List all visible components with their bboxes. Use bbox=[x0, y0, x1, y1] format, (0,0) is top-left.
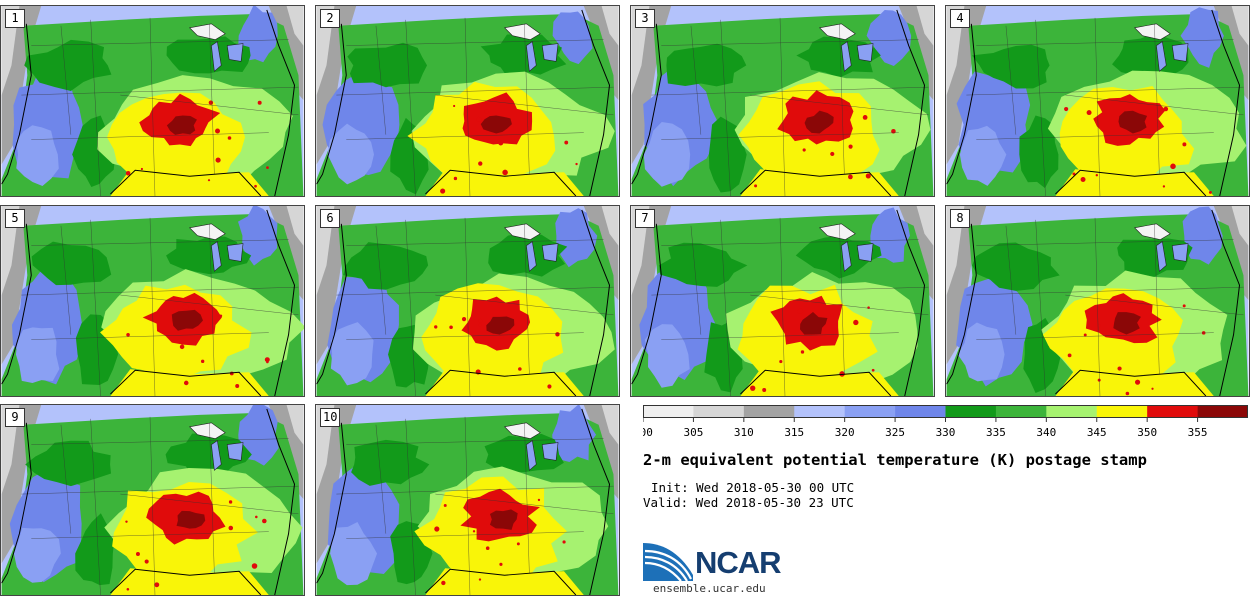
colorbar-swatch bbox=[1197, 405, 1248, 418]
member-number-label: 10 bbox=[320, 408, 341, 427]
colorbar-tick-label: 345 bbox=[1087, 426, 1107, 439]
ensemble-member-map[interactable]: 6 bbox=[315, 205, 620, 397]
ensemble-member-map[interactable]: 7 bbox=[630, 205, 935, 397]
map-graphic bbox=[631, 6, 934, 196]
colorbar-swatch bbox=[995, 405, 1047, 418]
map-graphic bbox=[316, 6, 619, 196]
member-number-label: 1 bbox=[5, 9, 25, 28]
colorbar-swatch bbox=[844, 405, 896, 418]
ensemble-member-map[interactable]: 1 bbox=[0, 5, 305, 197]
colorbar-tick-label: 300 bbox=[643, 426, 653, 439]
map-graphic bbox=[946, 6, 1249, 196]
colorbar-swatch bbox=[1096, 405, 1148, 418]
figure-title: 2-m equivalent potential temperature (K)… bbox=[643, 451, 1147, 469]
ensemble-member-map[interactable]: 5 bbox=[0, 205, 305, 397]
member-number-label: 3 bbox=[635, 9, 655, 28]
member-number-label: 7 bbox=[635, 209, 655, 228]
colorbar-tick-label: 330 bbox=[936, 426, 956, 439]
colorbar-swatch bbox=[693, 405, 745, 418]
ensemble-member-map[interactable]: 10 bbox=[315, 404, 620, 596]
ensemble-member-map[interactable]: 4 bbox=[945, 5, 1250, 197]
ensemble-member-map[interactable]: 2 bbox=[315, 5, 620, 197]
member-number-label: 5 bbox=[5, 209, 25, 228]
colorbar-tick-label: 325 bbox=[885, 426, 905, 439]
init-time: Init: Wed 2018-05-30 00 UTC bbox=[651, 480, 855, 495]
member-number-label: 9 bbox=[5, 408, 25, 427]
colorbar-tick-label: 315 bbox=[784, 426, 804, 439]
colorbar-swatch bbox=[643, 405, 694, 418]
colorbar-swatch bbox=[743, 405, 795, 418]
map-graphic bbox=[1, 6, 304, 196]
valid-time: Valid: Wed 2018-05-30 23 UTC bbox=[643, 495, 854, 510]
colorbar-tick-label: 355 bbox=[1188, 426, 1208, 439]
ensemble-member-map[interactable]: 8 bbox=[945, 205, 1250, 397]
colorbar-swatch bbox=[1147, 405, 1198, 418]
colorbar-swatch bbox=[1046, 405, 1098, 418]
map-graphic bbox=[316, 405, 619, 595]
member-number-label: 4 bbox=[950, 9, 970, 28]
map-graphic bbox=[631, 206, 934, 396]
map-graphic bbox=[1, 206, 304, 396]
colorbar-tick-label: 305 bbox=[683, 426, 703, 439]
map-graphic bbox=[1, 405, 304, 595]
member-number-label: 2 bbox=[320, 9, 340, 28]
colorbar-tick-label: 310 bbox=[734, 426, 754, 439]
logo-text: NCAR bbox=[695, 545, 782, 580]
colorbar-swatch bbox=[945, 405, 997, 418]
member-number-label: 6 bbox=[320, 209, 340, 228]
ensemble-member-map[interactable]: 3 bbox=[630, 5, 935, 197]
ncar-logo-icon bbox=[643, 543, 693, 582]
map-graphic bbox=[946, 206, 1249, 396]
colorbar-tick-label: 335 bbox=[986, 426, 1006, 439]
colorbar-swatch bbox=[794, 405, 845, 418]
colorbar-tick-label: 340 bbox=[1036, 426, 1056, 439]
colorbar-tick-label: 320 bbox=[835, 426, 855, 439]
member-number-label: 8 bbox=[950, 209, 970, 228]
map-graphic bbox=[316, 206, 619, 396]
ensemble-member-map[interactable]: 9 bbox=[0, 404, 305, 596]
site-url: ensemble.ucar.edu bbox=[653, 582, 766, 595]
colorbar: 300 305 310 315 320 325 330 335 340 345 350 355 bbox=[643, 405, 1248, 439]
colorbar-tick-label: 350 bbox=[1137, 426, 1157, 439]
colorbar-swatch bbox=[895, 405, 946, 418]
